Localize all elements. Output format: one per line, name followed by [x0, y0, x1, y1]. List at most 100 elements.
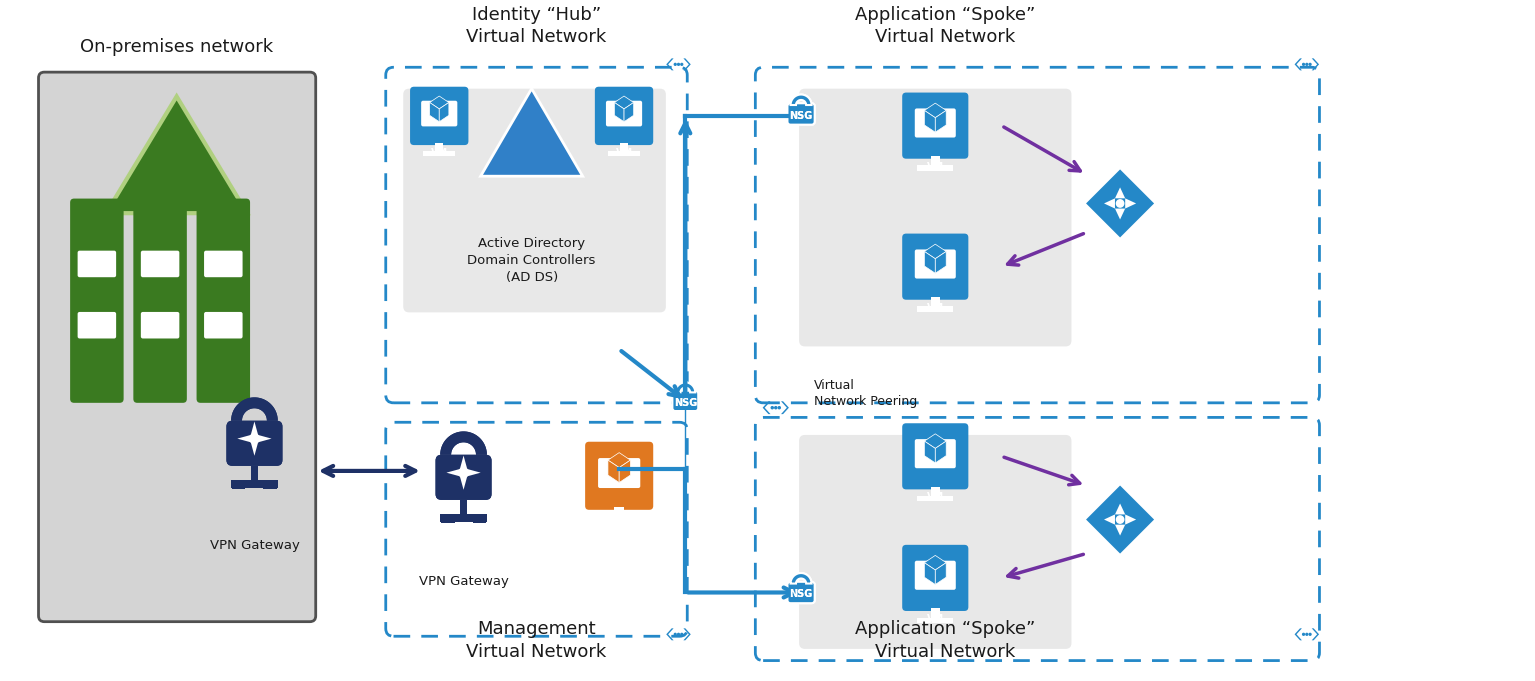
FancyBboxPatch shape — [903, 545, 969, 611]
FancyBboxPatch shape — [436, 455, 491, 500]
Polygon shape — [924, 441, 935, 463]
Circle shape — [774, 406, 778, 409]
Polygon shape — [924, 251, 935, 273]
Polygon shape — [430, 102, 439, 122]
Text: VPN Gateway: VPN Gateway — [419, 575, 508, 588]
Polygon shape — [614, 102, 625, 122]
Text: Identity “Hub”
Virtual Network: Identity “Hub” Virtual Network — [467, 5, 606, 46]
Polygon shape — [1114, 503, 1125, 514]
Text: NSG: NSG — [789, 590, 812, 599]
Text: VM: VM — [927, 614, 944, 624]
Polygon shape — [683, 59, 691, 70]
Polygon shape — [238, 434, 255, 443]
Circle shape — [457, 467, 470, 478]
FancyBboxPatch shape — [421, 101, 457, 127]
FancyBboxPatch shape — [459, 500, 468, 514]
FancyBboxPatch shape — [459, 500, 468, 514]
FancyBboxPatch shape — [264, 483, 276, 489]
Circle shape — [457, 467, 470, 478]
Circle shape — [680, 633, 683, 636]
Circle shape — [778, 406, 781, 409]
Circle shape — [1116, 199, 1125, 208]
Polygon shape — [1312, 59, 1319, 70]
FancyBboxPatch shape — [134, 199, 187, 403]
FancyBboxPatch shape — [916, 165, 953, 171]
Polygon shape — [106, 97, 247, 213]
Polygon shape — [250, 422, 259, 439]
FancyBboxPatch shape — [436, 455, 491, 500]
Polygon shape — [763, 401, 771, 414]
FancyBboxPatch shape — [585, 442, 654, 510]
FancyBboxPatch shape — [903, 93, 969, 159]
FancyBboxPatch shape — [250, 466, 258, 480]
FancyBboxPatch shape — [787, 582, 815, 603]
FancyBboxPatch shape — [903, 424, 969, 490]
Polygon shape — [459, 456, 468, 473]
Polygon shape — [608, 460, 619, 483]
Polygon shape — [924, 244, 946, 259]
FancyBboxPatch shape — [227, 421, 282, 466]
Text: NSG: NSG — [674, 398, 697, 408]
Polygon shape — [1104, 514, 1114, 524]
FancyBboxPatch shape — [787, 104, 815, 125]
Polygon shape — [459, 456, 468, 473]
Circle shape — [771, 406, 774, 409]
Polygon shape — [1312, 629, 1319, 640]
Circle shape — [680, 63, 683, 66]
Text: NSG: NSG — [789, 111, 812, 121]
Text: VPN Gateway: VPN Gateway — [209, 539, 299, 552]
FancyBboxPatch shape — [441, 514, 487, 522]
FancyBboxPatch shape — [915, 108, 956, 138]
FancyBboxPatch shape — [600, 517, 639, 522]
FancyBboxPatch shape — [614, 507, 623, 517]
Circle shape — [1116, 515, 1125, 524]
FancyBboxPatch shape — [424, 151, 456, 155]
FancyBboxPatch shape — [930, 297, 939, 306]
FancyBboxPatch shape — [787, 104, 815, 125]
Polygon shape — [675, 383, 695, 392]
FancyBboxPatch shape — [608, 151, 640, 155]
FancyBboxPatch shape — [606, 101, 642, 127]
Polygon shape — [924, 434, 946, 448]
Polygon shape — [1114, 187, 1125, 198]
Circle shape — [674, 633, 677, 636]
Polygon shape — [924, 103, 946, 118]
Polygon shape — [250, 439, 259, 456]
FancyBboxPatch shape — [916, 618, 953, 623]
FancyBboxPatch shape — [204, 312, 243, 338]
Polygon shape — [441, 432, 487, 455]
Polygon shape — [459, 473, 468, 490]
FancyBboxPatch shape — [232, 480, 278, 488]
Polygon shape — [1125, 514, 1136, 524]
FancyBboxPatch shape — [264, 483, 276, 489]
Polygon shape — [683, 629, 691, 640]
Polygon shape — [439, 102, 448, 122]
Text: VM: VM — [431, 148, 448, 158]
FancyBboxPatch shape — [404, 89, 666, 313]
Polygon shape — [666, 629, 674, 640]
Polygon shape — [924, 110, 935, 132]
FancyBboxPatch shape — [227, 421, 282, 466]
Polygon shape — [464, 468, 480, 477]
FancyBboxPatch shape — [434, 143, 444, 151]
FancyBboxPatch shape — [915, 249, 956, 279]
FancyBboxPatch shape — [620, 143, 628, 151]
Polygon shape — [480, 89, 583, 176]
FancyBboxPatch shape — [442, 517, 454, 523]
Polygon shape — [255, 434, 272, 443]
Polygon shape — [1084, 167, 1156, 240]
Circle shape — [249, 433, 259, 444]
FancyBboxPatch shape — [141, 312, 180, 338]
Polygon shape — [619, 460, 631, 483]
Text: Active Directory
Domain Controllers
(AD DS): Active Directory Domain Controllers (AD … — [468, 238, 596, 285]
FancyBboxPatch shape — [903, 234, 969, 300]
FancyBboxPatch shape — [442, 517, 454, 523]
Polygon shape — [1294, 629, 1302, 640]
Text: VM: VM — [927, 302, 944, 313]
Polygon shape — [791, 573, 812, 584]
FancyBboxPatch shape — [916, 306, 953, 312]
Polygon shape — [1114, 524, 1125, 535]
FancyBboxPatch shape — [915, 439, 956, 469]
Polygon shape — [430, 96, 448, 109]
FancyBboxPatch shape — [232, 483, 246, 489]
